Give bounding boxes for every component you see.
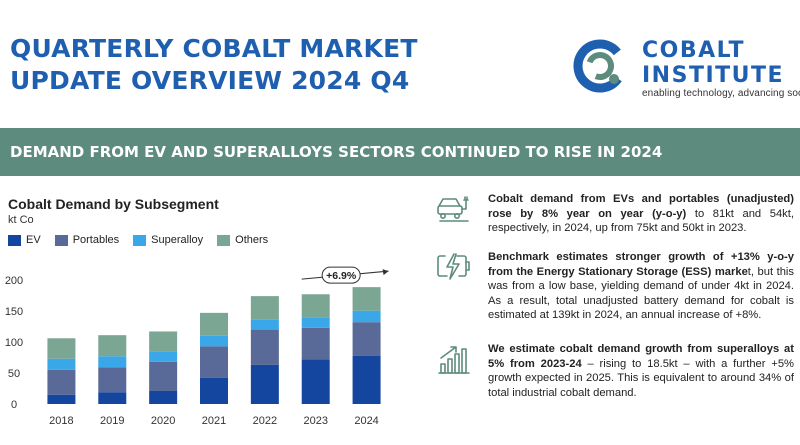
legend-swatch-others	[217, 234, 231, 246]
legend-label-ev: EV	[26, 234, 41, 246]
x-tick-label: 2018	[49, 415, 73, 427]
key-point-ev-bold: Cobalt demand from EVs and portables (un…	[488, 193, 794, 220]
y-tick-label: 50	[8, 368, 20, 380]
legend-label-portables: Portables	[72, 234, 120, 246]
battery-charging-icon	[437, 253, 470, 280]
bar-segment-others-2018	[47, 338, 76, 359]
page-title-line-1: QUARTERLY COBALT MARKET	[10, 34, 418, 63]
key-point-ev-text: Cobalt demand from EVs and portables (un…	[488, 192, 794, 236]
y-tick-label: 100	[5, 337, 23, 349]
bar-segment-portables-2020	[149, 361, 178, 391]
bar-segment-superalloy-2018	[47, 358, 76, 370]
bar-segment-portables-2022	[250, 329, 279, 365]
legend-swatch-ev	[8, 234, 21, 246]
bar-segment-portables-2024	[352, 322, 381, 356]
logo-word-institute: INSTITUTE	[642, 63, 785, 88]
annotation-arrowhead	[382, 269, 389, 276]
key-point-ess-rest: t, but this was from a low base, yieldin…	[488, 265, 794, 322]
bar-segment-ev-2023	[301, 359, 330, 404]
bar-segment-portables-2021	[200, 346, 228, 378]
logo-tagline: enabling technology, advancing society	[642, 88, 800, 99]
bar-segment-ev-2022	[250, 364, 279, 404]
x-tick-label: 2022	[253, 415, 277, 427]
ev-car-charging-icon	[437, 196, 469, 222]
stacked-bar-chart: 0 50 100 150 200 2018 2019 2020 2021 2022 2023 2024…	[5, 266, 389, 427]
growth-chart-icon	[438, 346, 470, 374]
bar-segment-superalloy-2023	[301, 317, 330, 328]
annotation-label: +6.9%	[326, 270, 357, 282]
page-title-line-2: UPDATE OVERVIEW 2024 Q4	[10, 66, 410, 95]
x-tick-label: 2021	[202, 415, 226, 427]
key-point-superalloys-text: We estimate cobalt demand growth from su…	[488, 342, 794, 400]
legend-label-superalloy: Superalloy	[151, 234, 204, 246]
x-tick-label: 2019	[100, 415, 124, 427]
logo-word-cobalt: COBALT	[642, 38, 746, 63]
legend-item-others: Others	[217, 234, 268, 246]
page-title: QUARTERLY COBALT MARKET UPDATE OVERVIEW …	[10, 33, 418, 97]
legend-item-ev: EV	[8, 234, 41, 246]
annotation-pill	[321, 266, 361, 284]
bar-segment-ev-2018	[47, 394, 76, 404]
chart-legend: EV Portables Superalloy Others	[8, 234, 268, 246]
bar-segment-superalloy-2022	[250, 319, 279, 330]
bar-segment-ev-2020	[149, 390, 178, 404]
y-tick-label: 0	[11, 399, 17, 411]
key-point-superalloys-bold: We estimate cobalt demand growth from su…	[488, 343, 794, 370]
section-banner-text: DEMAND FROM EV AND SUPERALLOYS SECTORS C…	[10, 143, 663, 161]
bar-segment-superalloy-2020	[149, 351, 178, 362]
chart-title: Cobalt Demand by Subsegment	[8, 196, 219, 212]
bar-segment-others-2024	[352, 287, 381, 311]
x-tick-label: 2024	[354, 415, 378, 427]
x-tick-label: 2020	[151, 415, 175, 427]
legend-item-superalloy: Superalloy	[133, 234, 203, 246]
bar-segment-ev-2024	[352, 355, 381, 404]
x-tick-label: 2023	[303, 415, 327, 427]
legend-swatch-portables	[54, 234, 68, 246]
cobalt-institute-logo-mark-icon	[573, 39, 627, 93]
bar-segment-others-2023	[301, 294, 330, 318]
bar-segment-ev-2021	[200, 377, 228, 404]
chart-unit: kt Co	[8, 214, 34, 226]
legend-swatch-superalloy	[133, 234, 147, 246]
bar-segment-others-2022	[250, 296, 279, 320]
bar-segment-others-2020	[149, 331, 178, 352]
legend-label-others: Others	[235, 234, 269, 246]
bar-segment-ev-2019	[98, 392, 127, 404]
bar-segment-portables-2023	[301, 327, 330, 360]
bar-segment-others-2021	[200, 312, 228, 336]
y-tick-label: 150	[5, 306, 23, 318]
cobalt-institute-logo: COBALT INSTITUTE enabling technology, ad…	[570, 36, 800, 102]
key-point-ess-text: Benchmark estimates stronger growth of +…	[488, 250, 794, 323]
key-point-ev-rest: to 81kt and 54kt, respectively, in 2024,…	[488, 207, 794, 235]
bar-segment-portables-2018	[47, 369, 76, 395]
bar-segment-superalloy-2024	[352, 310, 381, 323]
key-point-superalloys-rest: – rising to 18.5kt – with a further +5% …	[488, 357, 794, 399]
section-banner: DEMAND FROM EV AND SUPERALLOYS SECTORS C…	[0, 128, 800, 176]
bar-segment-portables-2019	[98, 367, 127, 393]
bar-segment-superalloy-2021	[200, 335, 228, 347]
bar-segment-others-2019	[98, 335, 127, 357]
bar-segment-superalloy-2019	[98, 356, 127, 368]
legend-item-portables: Portables	[54, 234, 120, 246]
key-point-ess-bold: Benchmark estimates stronger growth of +…	[488, 251, 794, 278]
y-tick-label: 200	[5, 275, 23, 287]
